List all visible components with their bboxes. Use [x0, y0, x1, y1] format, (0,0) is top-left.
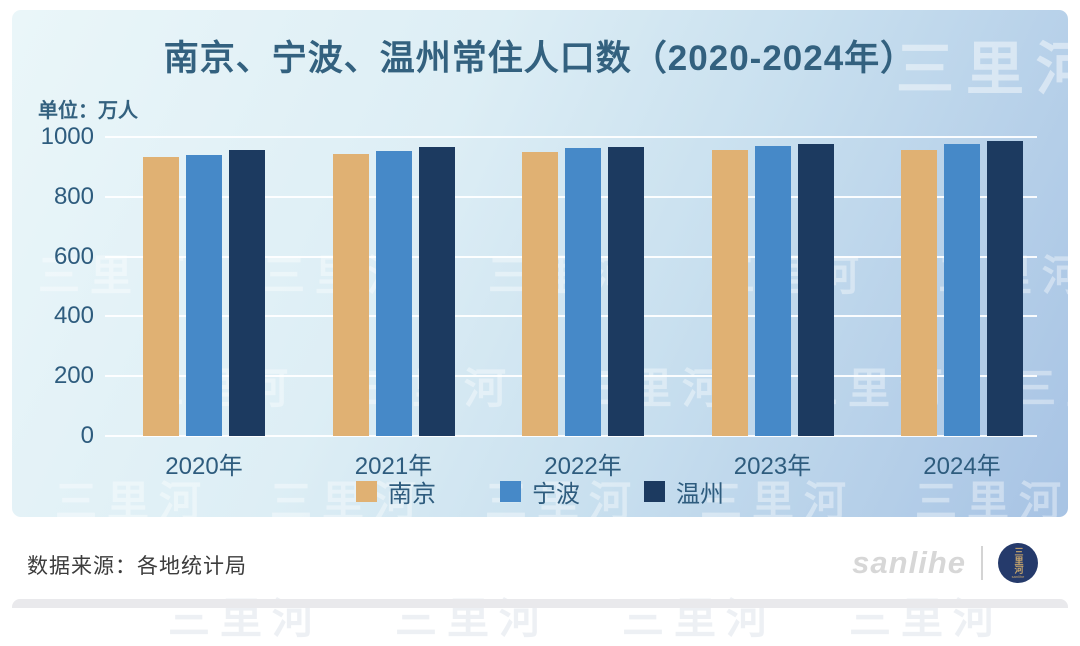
sanlihe-logo-icon: 三里河 sanlihe: [998, 543, 1038, 583]
bar-2020年-温州: [229, 150, 265, 436]
x-axis-label: 2022年: [544, 453, 622, 480]
y-axis-tick-label: 600: [53, 242, 94, 270]
legend-label: 宁波: [532, 481, 580, 508]
chart-title: 南京、宁波、温州常住人口数（2020-2024年）: [163, 39, 917, 78]
y-axis-tick-label: 400: [53, 302, 94, 330]
bar-2024年-温州: [987, 141, 1023, 436]
legend-swatch: [500, 481, 521, 502]
watermark-text: 三里河: [622, 595, 779, 642]
x-axis-label: 2020年: [165, 453, 243, 480]
bar-group: [711, 144, 834, 436]
legend-swatch: [644, 481, 665, 502]
bar-2024年-宁波: [944, 144, 980, 436]
infographic-page: { "chart_data": { "type": "bar", "title"…: [12, 10, 1068, 642]
bar-2022年-宁波: [565, 148, 601, 436]
logo-sub-text: sanlihe: [1011, 574, 1025, 579]
plot-area: [105, 136, 1037, 437]
brand-wordmark: sanlihe: [852, 545, 966, 580]
y-axis: 0 200 400 600 800 1000: [12, 123, 94, 449]
watermark-text: 三里河: [849, 595, 1006, 642]
legend: 南京 宁波 温州: [12, 474, 1068, 509]
y-axis-tick-label: 800: [53, 182, 94, 210]
x-axis-label: 2023年: [733, 453, 812, 480]
bar-group: [332, 147, 455, 436]
bar-2021年-温州: [418, 147, 455, 436]
unit-label: 单位：万人: [38, 100, 138, 122]
watermark-text: 三里河: [168, 595, 325, 642]
x-axis-label: 2021年: [354, 453, 433, 480]
legend-item-南京: 南京: [356, 474, 436, 509]
bar-group: [143, 150, 265, 436]
bar-2024年-南京: [901, 150, 937, 436]
bar-2020年-宁波: [186, 155, 222, 436]
bar-2023年-南京: [711, 150, 748, 436]
watermark-text: 三里河: [395, 595, 552, 642]
legend-item-宁波: 宁波: [500, 474, 580, 509]
bar-2020年-南京: [143, 157, 179, 436]
bar-2021年-宁波: [375, 151, 412, 436]
data-source-note: 数据来源：各地统计局: [27, 555, 247, 578]
gridline: [105, 136, 1037, 138]
gridline: [105, 435, 1037, 437]
x-axis: 2020年 2021年 2022年 2023年 2024年: [105, 446, 1037, 481]
bar-2022年-南京: [522, 152, 558, 436]
chart-card: 三里河三里河三里河三里河三里河三里河三里河三里河三里河三里河三里河三里河三里河三…: [12, 10, 1068, 517]
y-axis-tick-label: 1000: [40, 123, 94, 150]
legend-label: 南京: [388, 481, 436, 508]
y-axis-tick-label: 0: [80, 422, 94, 449]
bottom-strip: [12, 599, 1068, 608]
bar-group: [522, 147, 644, 436]
logo-cjk-text: 三里河: [1013, 547, 1024, 574]
bars-layer: [105, 137, 1037, 436]
bar-2021年-南京: [332, 154, 369, 436]
y-axis-tick-label: 200: [53, 362, 94, 390]
legend-swatch: [356, 481, 377, 502]
brand-area: sanlihe 三里河 sanlihe: [852, 541, 1038, 585]
x-axis-label: 2024年: [923, 453, 1001, 480]
legend-item-温州: 温州: [644, 474, 724, 509]
bar-group: [901, 141, 1023, 436]
brand-divider: [981, 546, 983, 580]
bar-2023年-温州: [797, 144, 834, 436]
bar-2023年-宁波: [754, 146, 791, 436]
legend-label: 温州: [676, 481, 724, 508]
bar-2022年-温州: [608, 147, 644, 436]
